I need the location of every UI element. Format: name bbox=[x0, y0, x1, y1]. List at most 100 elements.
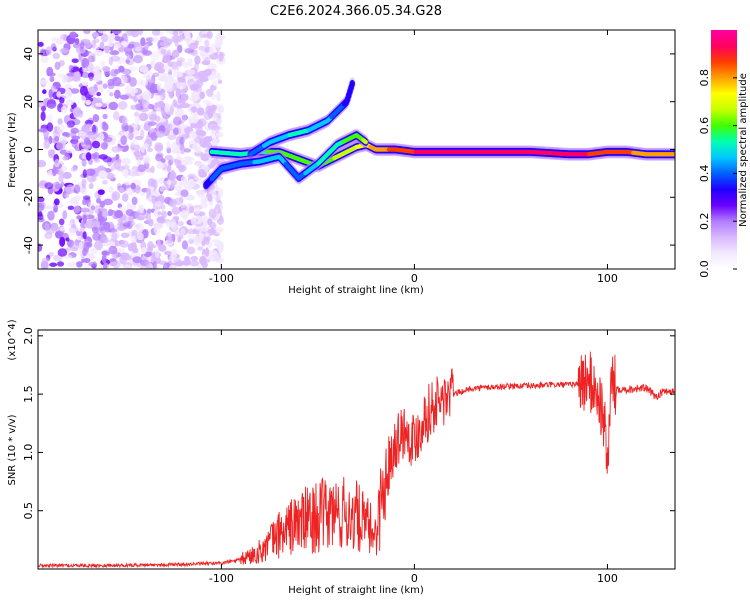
spectrogram-noise-mark bbox=[69, 197, 79, 206]
spectrogram-noise-mark bbox=[78, 241, 83, 249]
spectrogram-noise-mark bbox=[122, 157, 131, 166]
spectrogram-noise-mark bbox=[186, 228, 197, 234]
spectrogram-noise-mark bbox=[133, 111, 140, 117]
spectrogram-noise-mark bbox=[81, 158, 87, 167]
spectrogram-noise-mark bbox=[125, 59, 130, 64]
spectrogram-noise-mark bbox=[155, 130, 165, 138]
spectrogram-noise-mark bbox=[207, 135, 213, 142]
spectrogram-noise-mark bbox=[83, 30, 91, 35]
spectrogram-noise-mark bbox=[180, 133, 191, 139]
spectrogram-noise-mark bbox=[85, 99, 92, 106]
spectrogram-noise-mark bbox=[199, 91, 206, 100]
spectrogram-noise-mark bbox=[122, 222, 131, 228]
spectrogram-noise-mark bbox=[101, 254, 107, 264]
spectrogram-noise-mark bbox=[201, 227, 209, 233]
spectrogram-noise-mark bbox=[139, 65, 149, 73]
spectrogram-noise-mark bbox=[126, 54, 132, 60]
spectrogram-noise-mark bbox=[98, 264, 104, 269]
spectrogram-noise-mark bbox=[82, 195, 91, 200]
spectrogram-noise-mark bbox=[94, 97, 103, 104]
spectrogram-noise-mark bbox=[190, 216, 197, 226]
spectrogram-noise-mark bbox=[56, 261, 65, 267]
spectrogram-noise-mark bbox=[68, 64, 74, 71]
spectrogram-noise-mark bbox=[159, 77, 169, 82]
spectrogram-noise-mark bbox=[196, 132, 204, 140]
spectrogram-noise-mark bbox=[143, 155, 151, 164]
spectrogram-noise-mark bbox=[191, 142, 201, 152]
spectrogram-noise-mark bbox=[71, 135, 81, 140]
spectrogram-noise-mark bbox=[189, 115, 199, 124]
spectrogram-noise-mark bbox=[127, 243, 135, 252]
spectrogram-noise-mark bbox=[62, 210, 68, 220]
spectrogram-noise-mark bbox=[91, 32, 99, 38]
spectrogram-noise-mark bbox=[140, 37, 146, 47]
spectrogram-noise-mark bbox=[136, 232, 144, 241]
spectrogram-noise-mark bbox=[93, 49, 104, 56]
spectrogram-track-upper bbox=[348, 85, 354, 90]
spectrogram-noise-mark bbox=[76, 235, 82, 241]
spectrogram-noise-mark bbox=[179, 102, 190, 109]
spectrogram-noise-mark bbox=[141, 100, 150, 110]
spectrogram-noise-mark bbox=[85, 152, 92, 161]
spectrogram-noise-mark bbox=[163, 250, 172, 256]
spectrogram-noise-mark bbox=[198, 46, 207, 51]
spectrogram-noise-mark bbox=[38, 128, 48, 133]
spectrogram-noise-mark bbox=[215, 257, 224, 264]
spectrogram-noise-mark bbox=[150, 165, 155, 174]
spectrogram-noise-mark bbox=[166, 49, 171, 57]
spectrogram-noise-mark bbox=[103, 136, 113, 143]
spectrogram-noise-mark bbox=[97, 30, 107, 34]
spectrogram-noise-mark bbox=[43, 139, 50, 150]
spectrogram-noise-mark bbox=[108, 101, 119, 111]
spectrogram-noise-mark bbox=[207, 63, 217, 71]
spectrogram-noise-mark bbox=[165, 84, 175, 92]
spectrogram-noise-mark bbox=[44, 222, 50, 231]
spectrogram-y-axis: -40 -20 0 20 40 bbox=[22, 47, 675, 254]
spectrogram-noise-mark bbox=[134, 211, 142, 219]
snr-y-axis: 0.5 1.0 1.5 2.0 bbox=[22, 327, 675, 519]
spectrogram-noise-mark bbox=[102, 66, 111, 72]
spectrogram-noise-mark bbox=[184, 48, 195, 54]
spectrogram-noise-mark bbox=[75, 261, 83, 268]
spectrogram-noise-mark bbox=[189, 260, 200, 267]
spectrogram-noise-mark bbox=[143, 251, 152, 257]
spectrogram-noise-mark bbox=[65, 184, 75, 194]
spectrogram-noise-mark bbox=[98, 170, 108, 180]
y-tick-label: 40 bbox=[22, 47, 35, 61]
spectrogram-noise-mark bbox=[207, 105, 216, 116]
spectrogram-noise-mark bbox=[172, 143, 180, 153]
spectrogram-noise-mark bbox=[94, 240, 103, 251]
spectrogram-noise-mark bbox=[120, 41, 128, 46]
spectrogram-noise-mark bbox=[216, 176, 224, 181]
spectrogram-noise-mark bbox=[194, 55, 201, 65]
spectrogram-noise-mark bbox=[135, 46, 142, 52]
chart-title: C2E6.2024.366.05.34.G28 bbox=[270, 4, 442, 19]
spectrogram-noise-mark bbox=[71, 58, 79, 64]
spectrogram-noise-mark bbox=[150, 51, 161, 61]
spectrogram-x-axis: -100 0 100 bbox=[209, 30, 618, 285]
spectrogram-noise-mark bbox=[169, 198, 177, 208]
spectrogram-noise-mark bbox=[200, 153, 210, 162]
spectrogram-noise-mark bbox=[134, 115, 140, 124]
spectrogram-noise-mark bbox=[165, 30, 173, 34]
spectrogram-noise-mark bbox=[187, 173, 197, 179]
x-tick-label: 0 bbox=[411, 572, 418, 585]
spectrogram-noise-mark bbox=[212, 137, 219, 148]
spectrogram-noise-mark bbox=[215, 203, 221, 212]
spectrogram-noise-mark bbox=[113, 159, 122, 170]
spectrogram-noise-mark bbox=[81, 57, 90, 68]
y-tick-label: 20 bbox=[22, 95, 35, 109]
spectrogram-noise-mark bbox=[167, 134, 177, 140]
spectrogram-noise-mark bbox=[118, 187, 125, 194]
spectrogram-noise-mark bbox=[62, 171, 72, 179]
spectrogram-noise-mark bbox=[40, 111, 46, 122]
spectrogram-noise-mark bbox=[180, 228, 186, 235]
spectrogram-noise-mark bbox=[145, 260, 151, 269]
spectrogram-noise-mark bbox=[91, 140, 101, 149]
spectrogram-noise-mark bbox=[83, 241, 90, 252]
spectrogram-noise-mark bbox=[133, 55, 143, 64]
spectrogram-noise-mark bbox=[40, 79, 49, 85]
spectrogram-noise-mark bbox=[206, 88, 214, 97]
spectrogram-noise-mark bbox=[111, 30, 122, 35]
spectrogram-noise-mark bbox=[45, 205, 54, 210]
